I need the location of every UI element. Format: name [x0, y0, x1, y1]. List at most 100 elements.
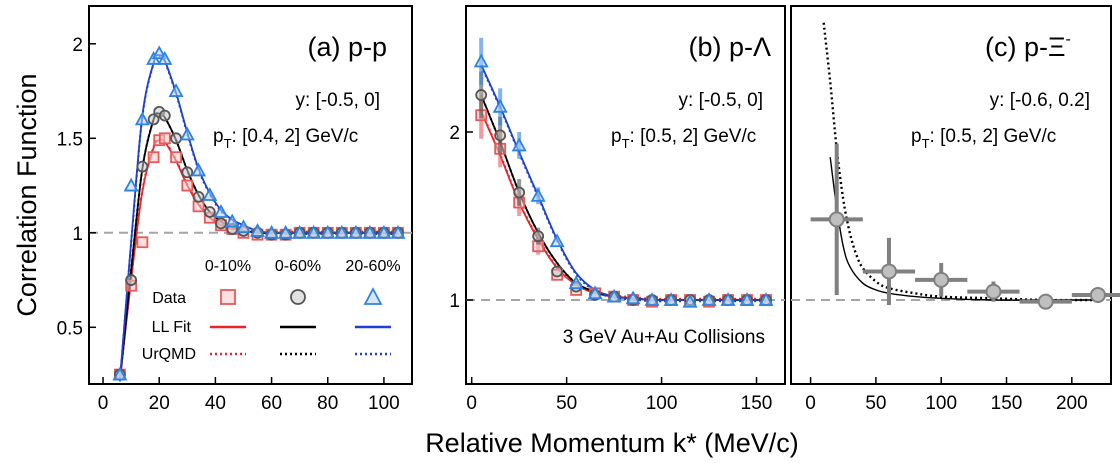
- legend-row-urqmd: UrQMD: [142, 346, 196, 363]
- urqmd-line-0-10%: [480, 110, 766, 300]
- data-point: [264, 224, 280, 239]
- data-point: [513, 186, 526, 199]
- data-point: [625, 290, 641, 305]
- data-point: [136, 160, 149, 173]
- x-tick-label: 0: [98, 393, 109, 414]
- data-point: [390, 224, 406, 239]
- data-point: [985, 283, 1002, 300]
- data-point: [292, 224, 308, 239]
- data-point: [192, 200, 205, 213]
- data-point: [158, 109, 171, 122]
- pt-symbol: p: [611, 126, 622, 147]
- data-point: [250, 223, 266, 237]
- data-point: [530, 187, 546, 202]
- x-tick-label: 200: [1056, 393, 1088, 414]
- data-point: [235, 219, 251, 234]
- x-tick-label: 0: [466, 393, 477, 414]
- data-point: [475, 89, 488, 101]
- x-tick-label: 20: [149, 393, 170, 414]
- data-point: [306, 224, 322, 239]
- data-point: [880, 263, 897, 280]
- panel-pl: 0 50 100 150 1 2: [449, 5, 786, 414]
- data-point: [1037, 293, 1054, 310]
- legend-data-marker: [290, 289, 306, 305]
- panel-a-pt-range: pT: [0.4, 2] GeV/c: [213, 126, 358, 151]
- data-point: [147, 113, 160, 126]
- plot-frame: [465, 5, 786, 385]
- data-point: [473, 53, 489, 68]
- data-point: [179, 126, 195, 141]
- data-point: [758, 292, 774, 306]
- data-point: [739, 292, 755, 306]
- x-tick-label: 100: [368, 393, 400, 414]
- collision-note: 3 GeV Au+Au Collisions: [563, 327, 765, 348]
- fit-line: [829, 157, 1098, 301]
- panel-px: 0 50 100 150 200: [790, 5, 1120, 414]
- data-point: [112, 366, 128, 381]
- data-point: [532, 230, 545, 243]
- panel-c-title-main: (c) p-Ξ: [985, 32, 1066, 62]
- pt-subscript: T: [224, 136, 232, 151]
- data-point: [362, 224, 378, 239]
- y-tick-label: 2: [72, 35, 83, 56]
- data-point: [158, 132, 171, 145]
- data-point: [320, 224, 336, 239]
- data-point: [134, 111, 150, 126]
- data-point: [606, 288, 622, 303]
- urqmd-line: [822, 22, 1098, 302]
- x-tick-label: 100: [646, 393, 678, 414]
- x-tick-label: 60: [261, 393, 282, 414]
- panel-a-title: (a) p-p: [307, 32, 387, 62]
- pt-subscript: T: [622, 136, 630, 151]
- data-point: [191, 162, 207, 177]
- pt-range: : [0.4, 2] GeV/c: [232, 126, 359, 147]
- data-point: [568, 275, 584, 290]
- data-point: [682, 293, 698, 308]
- y-tick-label: 1.5: [57, 129, 83, 150]
- x-tick-label: 150: [741, 393, 773, 414]
- legend-centrality-0-10: 0-10%: [205, 258, 251, 275]
- panel-c-rapidity: y: [-0.6, 0.2]: [990, 90, 1090, 111]
- y-tick-label: 1: [72, 224, 83, 245]
- data-point: [123, 177, 139, 192]
- x-tick-label: 40: [205, 393, 226, 414]
- legend-row-ll-fit: LL Fit: [152, 319, 192, 336]
- data-point: [551, 265, 564, 278]
- data-point: [168, 83, 184, 97]
- data-point: [170, 132, 182, 145]
- x-tick-label: 100: [925, 393, 957, 414]
- data-point: [492, 98, 508, 113]
- data-point: [348, 224, 364, 239]
- data-point: [494, 129, 507, 142]
- panel-c-title-sup: -: [1066, 31, 1071, 48]
- data-point: [720, 292, 736, 306]
- data-point: [136, 236, 149, 249]
- pt-symbol: p: [911, 126, 922, 147]
- data-point: [151, 45, 167, 60]
- data-point: [278, 224, 294, 239]
- data-point: [587, 285, 603, 300]
- y-tick-label: 2: [449, 123, 460, 144]
- plot-frame: [790, 5, 1112, 385]
- panel-pp: 0 20 40 60 80 100 0.5 1 1.5 2: [57, 5, 413, 414]
- data-point: [334, 224, 350, 239]
- x-tick-label: 80: [317, 393, 338, 414]
- pt-subscript: T: [922, 136, 930, 151]
- data-point: [663, 292, 679, 306]
- pt-symbol: p: [213, 126, 224, 147]
- plot-frame: [88, 5, 413, 385]
- data-point: [828, 211, 845, 228]
- legend-centrality-20-60: 20-60%: [345, 258, 400, 275]
- x-axis-label: Relative Momentum k* (MeV/c): [425, 428, 799, 458]
- data-point: [181, 179, 194, 192]
- data-point: [511, 137, 527, 152]
- legend-row-data: Data: [152, 290, 186, 307]
- fit-line-20-60%: [480, 64, 766, 302]
- pt-range: : [0.5, 2] GeV/c: [630, 126, 757, 147]
- panel-b-rapidity: y: [-0.5, 0]: [679, 90, 763, 111]
- x-tick-label: 50: [556, 393, 577, 414]
- panel-a-rapidity: y: [-0.5, 0]: [296, 90, 380, 111]
- data-point: [192, 190, 205, 203]
- legend-data-marker: [220, 289, 236, 305]
